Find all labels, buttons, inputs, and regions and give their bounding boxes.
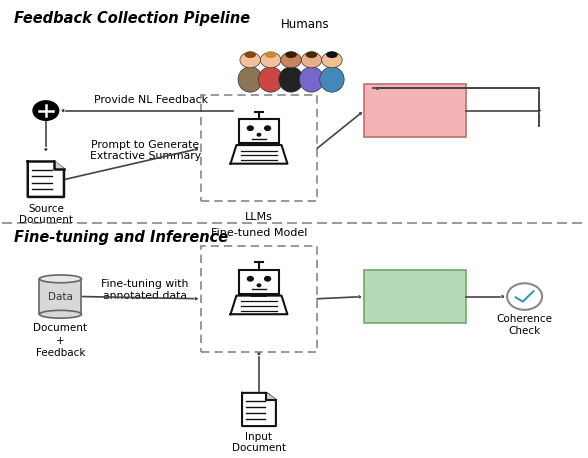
- Text: Prompt to Generate
Extractive Summary: Prompt to Generate Extractive Summary: [89, 140, 201, 161]
- Bar: [39, 279, 82, 314]
- Bar: [239, 270, 279, 294]
- Text: Humans: Humans: [282, 17, 330, 31]
- Bar: [364, 270, 466, 323]
- Circle shape: [260, 52, 281, 68]
- Text: LLMs: LLMs: [245, 213, 273, 223]
- Circle shape: [258, 133, 260, 136]
- Polygon shape: [266, 393, 276, 400]
- Text: Extractive
Summary: Extractive Summary: [387, 100, 443, 121]
- Circle shape: [240, 52, 260, 68]
- Circle shape: [248, 126, 253, 131]
- Circle shape: [248, 277, 253, 281]
- Ellipse shape: [299, 67, 324, 92]
- Polygon shape: [230, 145, 288, 164]
- Ellipse shape: [320, 67, 344, 92]
- Circle shape: [301, 52, 322, 68]
- Ellipse shape: [306, 51, 318, 58]
- Circle shape: [265, 277, 270, 281]
- Bar: [239, 119, 279, 143]
- Polygon shape: [28, 162, 64, 197]
- Text: Document
+
Feedback: Document + Feedback: [34, 323, 88, 358]
- Circle shape: [33, 101, 59, 120]
- Polygon shape: [54, 162, 64, 169]
- Ellipse shape: [259, 67, 283, 92]
- Polygon shape: [230, 295, 288, 314]
- Text: Coherence
Check: Coherence Check: [497, 314, 553, 336]
- Circle shape: [507, 283, 542, 310]
- Circle shape: [322, 52, 342, 68]
- Text: Fine-tuning and Inference: Fine-tuning and Inference: [14, 230, 228, 245]
- Text: Provide NL Feedback: Provide NL Feedback: [94, 94, 208, 104]
- Ellipse shape: [238, 67, 262, 92]
- Ellipse shape: [39, 311, 82, 318]
- Text: Fine-tuning with
annotated data: Fine-tuning with annotated data: [102, 279, 189, 301]
- Ellipse shape: [265, 51, 276, 58]
- Circle shape: [265, 126, 270, 131]
- Polygon shape: [242, 393, 276, 426]
- Text: Input
Document: Input Document: [232, 431, 286, 453]
- Text: Feedback Collection Pipeline: Feedback Collection Pipeline: [14, 11, 250, 26]
- Ellipse shape: [279, 67, 303, 92]
- Circle shape: [258, 284, 260, 287]
- Bar: [201, 245, 318, 352]
- Text: Extractive
Summary: Extractive Summary: [387, 286, 443, 307]
- Ellipse shape: [326, 51, 338, 58]
- Ellipse shape: [39, 275, 82, 283]
- Ellipse shape: [285, 51, 297, 58]
- Bar: [201, 95, 318, 202]
- Circle shape: [281, 52, 302, 68]
- Text: Fine-tuned Model: Fine-tuned Model: [211, 228, 307, 238]
- Text: Data: Data: [48, 292, 73, 301]
- Ellipse shape: [245, 51, 256, 58]
- Text: Source
Document: Source Document: [19, 203, 73, 225]
- Bar: [364, 84, 466, 137]
